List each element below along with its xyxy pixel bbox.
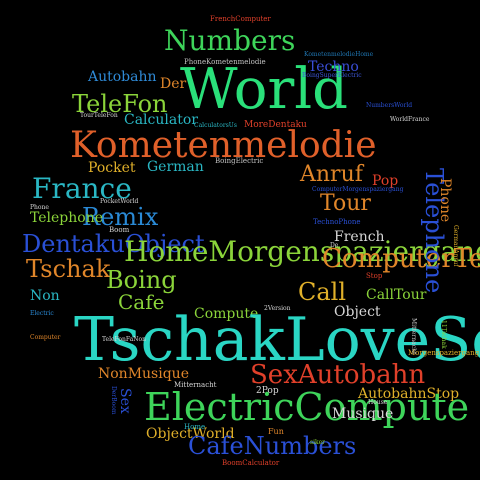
word-boom: Telephone <box>30 210 104 226</box>
word-musique: ElectricCompute <box>144 385 470 429</box>
word-siker: siker <box>310 439 326 446</box>
word-remix: Remix <box>82 203 159 231</box>
word-2version: Compute <box>194 306 259 322</box>
word-tour: Tour <box>320 191 371 216</box>
word-kometenmelodiehome: KometenmelodieHome <box>304 51 374 58</box>
word-musiquecafe: BoomCalculator <box>222 459 280 467</box>
word-nonmusique: TeleFonFaNon <box>102 336 146 343</box>
word-der: Der <box>160 76 187 92</box>
word-world: World <box>180 57 348 122</box>
word-calculatorsus: CalculatorsUs <box>194 122 237 129</box>
word-phonekometenmelodie: PhoneKometenmelodie <box>184 58 266 66</box>
word-call: Boing <box>106 266 177 294</box>
word-moredentaku: MoreDentaku <box>244 120 307 130</box>
word-home: Musique <box>332 406 394 422</box>
word-pop: Pop <box>372 173 399 189</box>
word-objectworld: House <box>368 399 388 406</box>
word-calltour: Stop <box>366 272 383 280</box>
word-computermorgenspaziergang: ComputerMorgenspaziergang <box>312 186 404 193</box>
word-telefonfanon: Electric <box>30 310 54 317</box>
word-boomcalculator: Fun <box>268 427 284 436</box>
word-electriccompute: 2Pop <box>256 386 279 396</box>
word-technophone: Phone <box>30 204 49 211</box>
word-phone: Phone <box>437 178 453 223</box>
word-cafe: CallTour <box>366 287 427 303</box>
word-non: Call <box>298 278 347 306</box>
word-tschak: French <box>334 229 385 245</box>
word-french: DentakuObject <box>22 230 205 258</box>
word-boingsuperelectric: BoingSuperElectric <box>302 72 362 79</box>
word-worldfrance: WorldFrance <box>390 116 430 123</box>
word-11tschak: 11Tschak <box>440 320 447 349</box>
word-object: Cafe <box>118 290 165 314</box>
word-stop: ComputerTechno <box>322 244 480 274</box>
word-electric: Object <box>334 304 381 320</box>
word-frenchcomputer: FrenchComputer <box>210 15 271 23</box>
word-numbersworld: NumbersWorld <box>366 102 413 109</box>
word-mitternacht-small: Mitternacht <box>410 318 417 355</box>
word-germananruf: GermanAnruf <box>452 225 459 267</box>
word-compute: Non <box>30 288 60 304</box>
word-derboom: DerBoom <box>110 386 117 415</box>
word-dentaku: CafeNumbers <box>188 432 357 460</box>
word-dentakuobject: Boom <box>109 226 130 234</box>
word-tourtelefon: TourTeleFon <box>80 112 118 119</box>
word-tschaklovesong: 2Version <box>264 305 291 312</box>
word-calculator: Calculator <box>124 112 198 128</box>
word-german: German <box>147 159 204 175</box>
word-morgenspaziergang: NonMusique <box>98 366 189 382</box>
word-cafenumbers: Home <box>184 423 206 431</box>
word-boingelectric: BoingElectric <box>215 157 264 165</box>
word-techno: Techno <box>308 59 359 75</box>
word-telefon: TeleFon <box>72 90 168 118</box>
word-france: France <box>32 172 132 205</box>
word-de: HomeMorgenspaziergang <box>124 235 480 268</box>
word-computertechno: De <box>330 242 339 249</box>
word-numbers: Numbers <box>164 24 296 57</box>
word-mitternacht: SexAutobahn <box>250 360 426 390</box>
word-autobahn: Autobahn <box>88 69 157 85</box>
word-anruf: Anruf <box>300 162 363 187</box>
word-sexautobahn: Computer <box>30 334 61 341</box>
word-homemorgenspaziergang: TechnoPhone <box>313 218 361 226</box>
word-boing: Tschak <box>26 255 111 283</box>
word-pocket: Pocket <box>88 160 136 176</box>
word-pocketworld: PocketWorld <box>100 198 139 205</box>
word-computer: TschakLoveSong <box>74 305 480 375</box>
word-autobahnstop: Mitternacht <box>174 381 217 389</box>
word-house: AutobahnStop <box>358 386 460 402</box>
word-2pop: Morgenspaziergang <box>408 349 480 357</box>
word-sex: Sex <box>117 388 133 414</box>
word-fun: ObjectWorld <box>146 426 235 442</box>
word-kometenmelodie: Kometenmelodie <box>70 125 377 166</box>
